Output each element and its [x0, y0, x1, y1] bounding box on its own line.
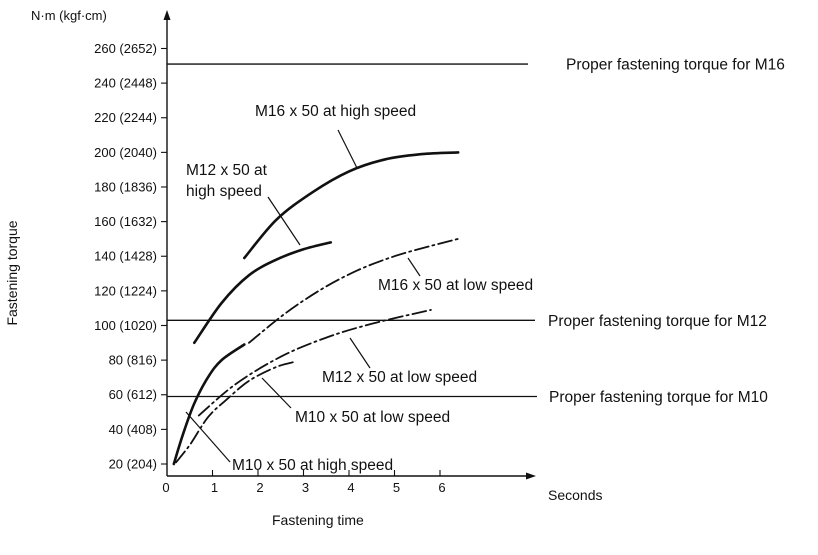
annotation-leaders — [185, 129, 421, 463]
y-tick-label: 260 (2652) — [94, 41, 157, 56]
y-axis-arrow-icon — [163, 10, 171, 20]
y-tick-label: 40 (408) — [109, 422, 157, 437]
reference-line-label: Proper fastening torque for M10 — [549, 389, 768, 406]
annotation-leader — [267, 196, 301, 246]
y-tick-label: 200 (2040) — [94, 145, 157, 160]
axes — [161, 10, 536, 480]
series-line — [243, 151, 460, 260]
x-tick-label: 0 — [162, 480, 169, 495]
series-annotation: M10 x 50 at low speed — [295, 409, 450, 426]
y-axis-title: Fastening torque — [4, 220, 20, 325]
y-tick-label: 180 (1836) — [94, 179, 157, 194]
series-annotation: high speed — [186, 183, 262, 200]
y-tick-label: 120 (1224) — [94, 283, 157, 298]
series-annotation: M12 x 50 at low speed — [322, 369, 477, 386]
y-tick-label: 100 (1020) — [94, 318, 157, 333]
x-axis-arrow-icon — [526, 472, 536, 480]
annotation-leader — [337, 129, 358, 169]
series-line — [193, 241, 333, 345]
series-annotation: M16 x 50 at low speed — [378, 277, 533, 294]
annotation-leader — [261, 377, 292, 409]
reference-line-label: Proper fastening torque for M12 — [548, 313, 767, 330]
y-tick-label: 140 (1428) — [94, 249, 157, 264]
y-tick-label: 220 (2244) — [94, 110, 157, 125]
x-tick-label: 5 — [393, 480, 400, 495]
chart-texts: 20 (204) 40 (408) 60 (612) 80 (816) 100 (102… — [4, 8, 785, 528]
annotation-leader — [349, 337, 371, 369]
y-tick-label: 60 (612) — [109, 387, 157, 402]
x-tick-label: 3 — [302, 480, 309, 495]
annotation-leader — [185, 411, 231, 463]
series-line — [197, 309, 432, 417]
y-tick-label: 160 (1632) — [94, 214, 157, 229]
series-annotation: M16 x 50 at high speed — [255, 103, 416, 120]
x-unit-label: Seconds — [548, 487, 602, 503]
series-line — [175, 361, 296, 464]
x-tick-label: 1 — [211, 480, 218, 495]
series-line — [172, 343, 246, 466]
reference-lines — [167, 63, 537, 398]
series-annotation: M10 x 50 at high speed — [232, 457, 393, 474]
y-tick-label: 240 (2448) — [94, 76, 157, 91]
annotation-leader — [407, 257, 421, 277]
series-annotation: M12 x 50 at — [186, 162, 268, 179]
reference-line-label: Proper fastening torque for M16 — [566, 57, 785, 74]
y-tick-label: 80 (816) — [109, 353, 157, 368]
curves — [172, 151, 460, 466]
y-unit-label: N·m (kgf·cm) — [31, 8, 107, 23]
x-axis-title: Fastening time — [272, 512, 364, 528]
series-line — [248, 238, 460, 344]
x-tick-label: 6 — [438, 480, 445, 495]
y-tick-label: 20 (204) — [109, 457, 157, 472]
x-tick-label: 4 — [347, 480, 354, 495]
x-tick-label: 2 — [256, 480, 263, 495]
